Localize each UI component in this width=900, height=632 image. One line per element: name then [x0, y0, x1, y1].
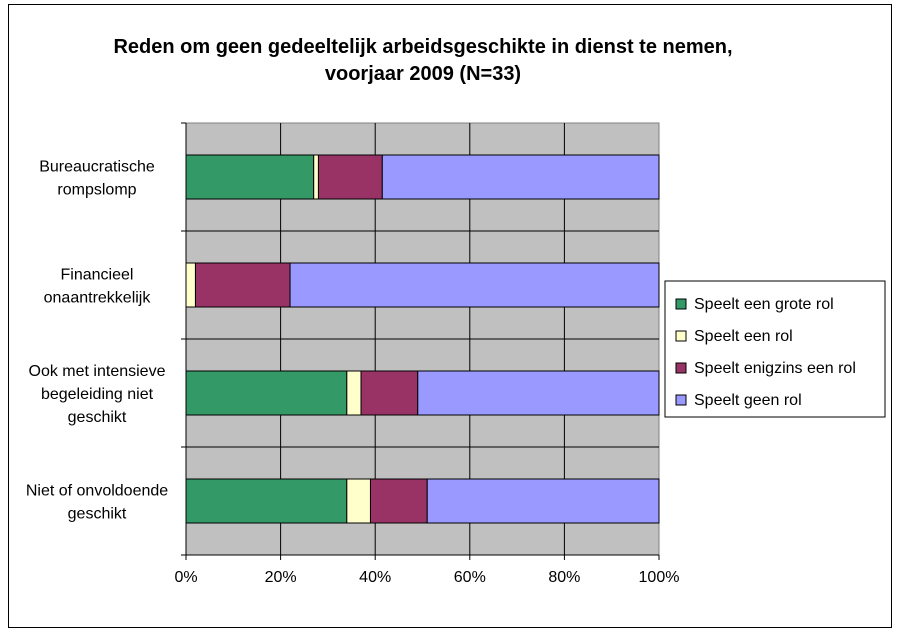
category-label: geschikt	[68, 409, 127, 426]
x-tick-label: 0%	[174, 569, 197, 586]
bar-segment	[346, 370, 362, 416]
bar-segment	[289, 262, 660, 308]
category-label: Niet of onvoldoende	[26, 483, 168, 500]
chart: Reden om geen gedeeltelijk arbeidsgeschi…	[26, 36, 886, 586]
category-label: Bureaucratische	[39, 159, 155, 176]
bar-segment	[381, 154, 660, 200]
legend-label: Speelt geen rol	[694, 392, 802, 409]
bar-segment	[360, 370, 419, 416]
category-label: geschikt	[68, 506, 127, 523]
bar-segment	[185, 262, 196, 308]
x-tick-label: 60%	[454, 569, 486, 586]
category-label: Ook met intensieve	[29, 363, 166, 380]
legend-label: Speelt een rol	[694, 328, 793, 345]
category-label: begeleiding niet	[41, 386, 154, 403]
bar-segment	[346, 478, 371, 524]
chart-title-line: Reden om geen gedeeltelijk arbeidsgeschi…	[113, 36, 732, 58]
bar-segment	[185, 154, 315, 200]
legend-label: Speelt een grote rol	[694, 296, 834, 313]
x-tick-label: 40%	[359, 569, 391, 586]
legend-swatch	[675, 330, 687, 342]
legend-box	[664, 280, 886, 418]
category-label: onaantrekkelijk	[44, 290, 152, 307]
chart-title-line: voorjaar 2009 (N=33)	[325, 63, 521, 85]
legend-swatch	[675, 394, 687, 406]
bar-segment	[417, 370, 660, 416]
chart-frame: Reden om geen gedeeltelijk arbeidsgeschi…	[8, 4, 892, 628]
legend-swatch	[675, 362, 687, 374]
bar-segment	[426, 478, 660, 524]
bar-segment	[194, 262, 291, 308]
bar-segment	[317, 154, 383, 200]
x-tick-label: 20%	[265, 569, 297, 586]
x-tick-label: 100%	[639, 569, 680, 586]
bar-segment	[313, 154, 319, 200]
legend-swatch	[675, 298, 687, 310]
category-label: rompslomp	[57, 182, 136, 199]
bar-segment	[185, 370, 348, 416]
x-tick-label: 80%	[548, 569, 580, 586]
category-label: Financieel	[61, 267, 134, 284]
bar-segment	[369, 478, 428, 524]
legend-label: Speelt enigzins een rol	[694, 360, 856, 377]
bar-segment	[185, 478, 348, 524]
